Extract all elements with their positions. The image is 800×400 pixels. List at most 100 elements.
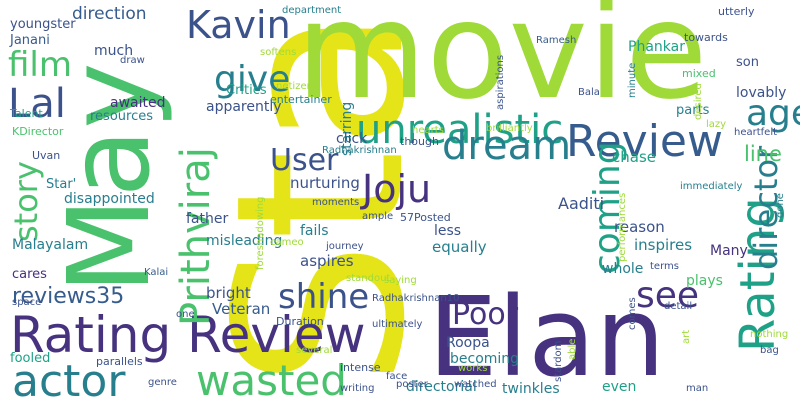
word-cares: cares (12, 267, 47, 282)
word-ample: ample (362, 211, 394, 222)
word-bala: Bala (578, 87, 600, 98)
word-many: Many (710, 243, 748, 259)
word-radhakrishnan10: Radhakrishnan10 (372, 293, 460, 304)
word-art: art (681, 329, 692, 344)
word-shine: shine (278, 277, 370, 317)
word-several: several (296, 345, 333, 356)
word-less: less (434, 223, 462, 239)
word-terms: terms (650, 261, 679, 272)
word-kalai: Kalai (144, 267, 169, 278)
word-rating-review: Rating Review (10, 306, 366, 364)
word-foreshadowing: foreshadowing (255, 196, 266, 270)
word-softens: softens (260, 47, 297, 58)
word-joju: Joju (362, 167, 432, 211)
word-desired: desired (693, 83, 704, 120)
word-lovably: lovably (736, 85, 787, 101)
word-minute: minute (627, 62, 638, 98)
word-easy: easy (107, 146, 118, 170)
word-parts: parts (676, 103, 710, 118)
word-line: line (744, 142, 782, 166)
word-user: User (270, 143, 339, 178)
word-face: face (386, 371, 408, 382)
word-film: film (8, 45, 72, 85)
word-works: works (458, 363, 488, 374)
word-duration: Duration (276, 315, 324, 328)
word-aaditi: Aaditi (558, 194, 605, 213)
word-whole: whole (602, 261, 644, 277)
word-ramesh: Ramesh (536, 35, 577, 46)
word-detail: detail (664, 301, 693, 312)
word-poor: Poor (452, 297, 519, 332)
word-netizens: netizens (276, 81, 319, 92)
word-star-quote: Star' (46, 177, 77, 192)
word-malayalam: Malayalam (12, 237, 89, 253)
word-directorial: directorial (406, 379, 477, 395)
word-parallels: parallels (96, 355, 143, 368)
word-misleading: misleading (206, 233, 283, 249)
word-resources: resources (90, 109, 154, 124)
word-watched: watched (454, 379, 497, 390)
word-roopa: Roopa (446, 335, 490, 351)
word-ultimately: ultimately (372, 319, 423, 330)
word-genre: genre (148, 377, 177, 388)
word-phankar: Phankar (628, 39, 685, 55)
word-aspirations: aspirations (495, 54, 506, 110)
word-unrealistic: unrealistic (356, 107, 564, 153)
word-talent: Talent (10, 107, 43, 120)
word-reviews35: reviews35 (12, 284, 125, 309)
word-comes: comes (627, 297, 638, 330)
word-review: Review (566, 116, 723, 167)
word-elan: Elan (428, 273, 666, 400)
word-reason: reason (614, 218, 665, 236)
word-entertainer: entertainer (270, 93, 332, 106)
word-towards: towards (684, 31, 728, 44)
word-see: see (636, 275, 700, 316)
word-father: father (186, 211, 229, 227)
word-bag: bag (760, 345, 779, 356)
word-becoming: becoming (450, 351, 520, 367)
word-saying: saying (384, 275, 417, 286)
word-actor: actor (12, 356, 126, 400)
word-mixed: mixed (682, 67, 716, 80)
word-click: click (336, 131, 368, 147)
word-wasted: wasted (196, 356, 347, 400)
word-son: son (736, 55, 759, 70)
word-inspires: inspires (634, 236, 693, 254)
word-standout: standout (346, 273, 391, 284)
word-dream: dream (442, 123, 572, 169)
word-moments: moments (312, 197, 360, 208)
word-journey: journey (326, 241, 364, 252)
word-though: though (400, 135, 439, 148)
word-performances: performances (617, 192, 628, 262)
word-kdirector: KDirector (12, 125, 64, 138)
word-equally: equally (432, 238, 487, 256)
word-direction: direction (72, 4, 147, 24)
word-age: age (746, 93, 800, 134)
word-nurturing: nurturing (290, 174, 360, 192)
word-movie: movie (296, 0, 708, 129)
word-brilliantly: brilliantly (486, 123, 533, 134)
word-aspires: aspires (300, 252, 354, 270)
word-space: space (12, 297, 42, 308)
word-department: department (282, 5, 342, 16)
word-veteran: Veteran (212, 300, 271, 318)
word-critics: Critics (226, 83, 267, 98)
word-immediately: immediately (680, 181, 743, 192)
word-bright: bright (206, 284, 251, 302)
word-posted57: 57Posted (400, 211, 451, 224)
word-hearts: hearts (412, 125, 444, 136)
word-kavin: Kavin (186, 3, 291, 47)
word-lazy: lazy (706, 119, 727, 130)
word-uvan: Uvan (32, 149, 61, 162)
word-done: done (775, 193, 786, 218)
word-janani: Janani (10, 33, 50, 48)
word-cameo: cameo (270, 237, 304, 248)
word-youngster: youngster (10, 17, 76, 32)
word-intense: intense (340, 361, 381, 374)
word-able: able (567, 338, 578, 360)
word-man: man (686, 383, 709, 394)
word-writing: writing (340, 383, 375, 394)
word-twinkles: twinkles (502, 381, 560, 397)
word-story: story (7, 161, 45, 242)
